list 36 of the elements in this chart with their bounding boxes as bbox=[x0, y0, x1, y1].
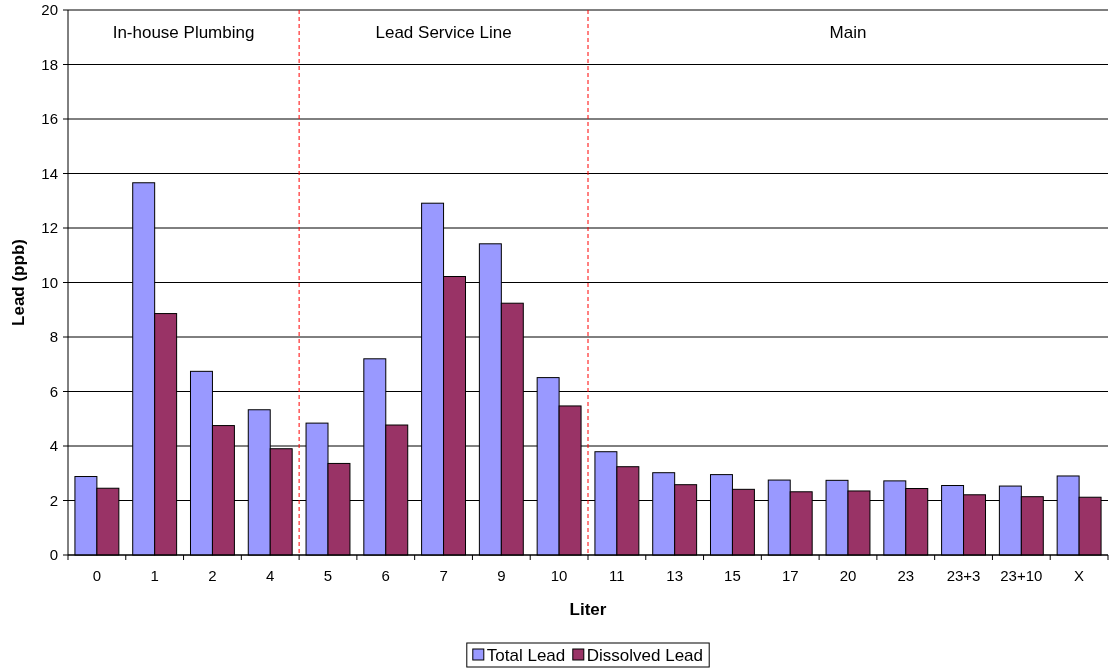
y-tick-label: 8 bbox=[49, 328, 58, 346]
x-tick-label: 17 bbox=[781, 567, 799, 584]
x-tick-label: 23+3 bbox=[946, 567, 981, 584]
legend-label: Total Lead bbox=[486, 645, 566, 665]
y-tick-label: 14 bbox=[41, 164, 58, 182]
y-tick-label: 12 bbox=[41, 219, 58, 237]
x-tick-label: 9 bbox=[497, 567, 506, 584]
y-tick-label: 20 bbox=[41, 1, 58, 19]
x-tick-label: 15 bbox=[724, 567, 741, 584]
x-tick-label: 20 bbox=[839, 567, 857, 584]
y-tick-label: 10 bbox=[41, 273, 58, 291]
x-tick-label: 13 bbox=[666, 567, 684, 584]
x-tick-label: 4 bbox=[266, 567, 275, 584]
y-tick-label: 16 bbox=[41, 110, 58, 128]
y-tick-label: 2 bbox=[49, 491, 58, 509]
x-tick-label: X bbox=[1074, 567, 1085, 584]
x-tick-label: 11 bbox=[609, 567, 625, 584]
y-tick-label: 4 bbox=[49, 437, 58, 455]
x-tick-label: 0 bbox=[92, 567, 102, 584]
y-axis-title: Lead (ppb) bbox=[9, 239, 28, 326]
x-tick-label: 1 bbox=[150, 567, 159, 584]
y-tick-label: 6 bbox=[49, 382, 58, 400]
x-tick-label: 5 bbox=[323, 567, 333, 584]
legend-label: Dissolved Lead bbox=[586, 645, 704, 665]
x-axis-title: Liter bbox=[569, 600, 607, 619]
y-tick-label: 0 bbox=[49, 546, 58, 564]
x-tick-label: 7 bbox=[439, 567, 448, 584]
x-tick-label: 2 bbox=[208, 567, 217, 584]
annotation: Lead Service Line bbox=[375, 23, 512, 42]
x-tick-label: 23+10 bbox=[1000, 567, 1043, 584]
x-tick-label: 6 bbox=[381, 567, 390, 584]
x-tick-label: 23 bbox=[897, 567, 915, 584]
annotation: In-house Plumbing bbox=[112, 23, 255, 42]
y-tick-label: 18 bbox=[41, 55, 58, 73]
annotation: Main bbox=[829, 23, 867, 42]
x-tick-label: 10 bbox=[550, 567, 568, 584]
